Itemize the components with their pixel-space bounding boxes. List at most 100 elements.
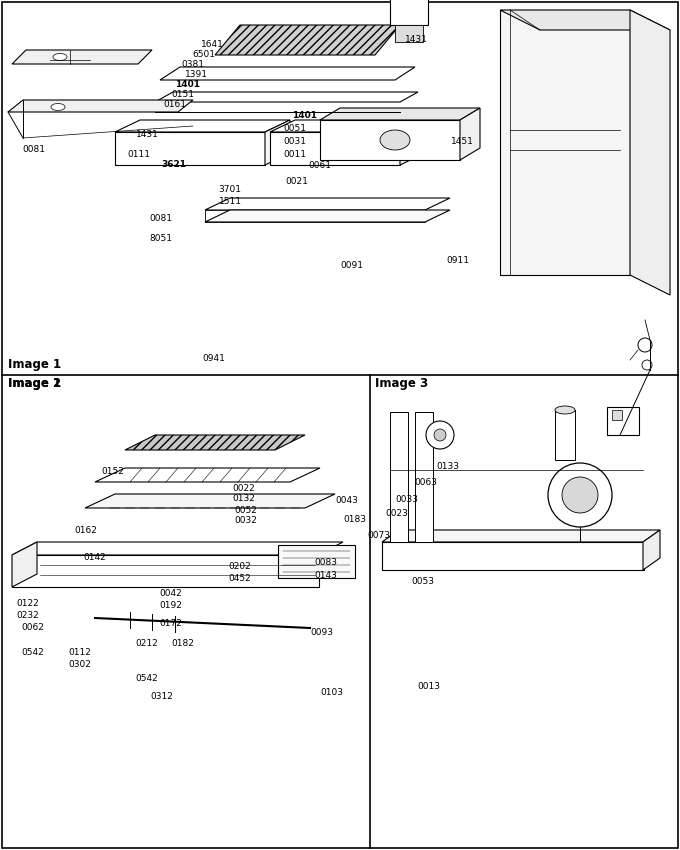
Text: 0032: 0032	[235, 516, 258, 525]
Text: 0062: 0062	[21, 622, 44, 632]
Polygon shape	[8, 100, 193, 112]
Text: Image 1: Image 1	[8, 377, 61, 390]
Text: Image 1: Image 1	[8, 358, 61, 371]
Polygon shape	[270, 120, 425, 132]
Text: 1391: 1391	[185, 71, 208, 79]
Polygon shape	[278, 545, 355, 578]
Bar	[390, 412, 408, 542]
Circle shape	[638, 338, 652, 352]
Text: 0172: 0172	[159, 619, 182, 627]
Text: 0302: 0302	[69, 660, 92, 669]
Text: 0023: 0023	[386, 509, 409, 518]
Polygon shape	[500, 10, 630, 275]
Text: 0133: 0133	[437, 462, 460, 471]
Text: 0021: 0021	[286, 177, 308, 185]
Text: 0022: 0022	[233, 484, 256, 493]
Bar	[382, 542, 644, 570]
Text: 0122: 0122	[16, 598, 39, 608]
Circle shape	[426, 421, 454, 449]
Text: 1401: 1401	[175, 80, 200, 89]
Bar	[115, 132, 265, 165]
Text: 0381: 0381	[181, 60, 204, 69]
Text: 1451: 1451	[452, 137, 474, 146]
Ellipse shape	[53, 54, 67, 60]
Polygon shape	[125, 435, 305, 450]
Text: 1401: 1401	[292, 111, 318, 120]
Ellipse shape	[380, 130, 410, 150]
Polygon shape	[320, 108, 480, 120]
Text: 0081: 0081	[22, 144, 45, 154]
Polygon shape	[155, 92, 418, 102]
Bar	[607, 407, 639, 435]
Polygon shape	[115, 120, 290, 132]
Circle shape	[562, 477, 598, 513]
Text: 0182: 0182	[171, 639, 194, 649]
Bar	[270, 132, 400, 165]
Polygon shape	[643, 530, 660, 570]
Polygon shape	[382, 530, 660, 542]
Text: Image 2: Image 2	[8, 377, 61, 390]
Text: 0152: 0152	[101, 468, 124, 476]
Text: 0052: 0052	[235, 506, 258, 515]
Polygon shape	[215, 25, 400, 55]
Text: 0111: 0111	[127, 150, 150, 159]
Text: 0452: 0452	[228, 574, 252, 583]
Text: 0142: 0142	[84, 552, 106, 562]
Ellipse shape	[51, 104, 65, 111]
Text: 0051: 0051	[284, 124, 306, 133]
Text: 0073: 0073	[368, 531, 391, 540]
Polygon shape	[85, 494, 335, 508]
Text: 0053: 0053	[411, 577, 435, 586]
Polygon shape	[95, 468, 320, 482]
Text: 1431: 1431	[136, 130, 159, 139]
Circle shape	[434, 429, 446, 441]
Polygon shape	[460, 108, 480, 160]
Text: 0112: 0112	[69, 649, 92, 657]
Text: 0232: 0232	[16, 610, 39, 620]
Text: 0042: 0042	[159, 589, 182, 598]
Polygon shape	[160, 67, 415, 80]
Text: 3621: 3621	[161, 160, 186, 169]
Text: 0192: 0192	[159, 601, 182, 609]
Bar	[395, 25, 423, 42]
Circle shape	[548, 463, 612, 527]
Text: 0081: 0081	[149, 214, 172, 224]
Text: 0091: 0091	[340, 261, 363, 270]
Text: 0063: 0063	[415, 479, 437, 487]
Text: 0083: 0083	[314, 558, 337, 567]
Text: 0132: 0132	[233, 494, 256, 503]
Text: 0911: 0911	[446, 257, 469, 265]
Text: 1431: 1431	[405, 36, 428, 44]
Text: 0093: 0093	[310, 627, 333, 637]
Text: 0033: 0033	[396, 496, 419, 504]
Polygon shape	[630, 10, 670, 295]
Text: Image 3: Image 3	[375, 377, 428, 390]
Text: 6501: 6501	[193, 50, 216, 60]
Text: 0202: 0202	[228, 562, 252, 571]
Bar	[12, 555, 319, 587]
Polygon shape	[12, 542, 37, 587]
Text: 0013: 0013	[418, 683, 441, 691]
Text: 0162: 0162	[75, 526, 97, 535]
Text: 0941: 0941	[203, 354, 226, 363]
Polygon shape	[12, 50, 152, 64]
Polygon shape	[205, 210, 450, 222]
Text: 0542: 0542	[135, 674, 158, 683]
Polygon shape	[500, 10, 670, 30]
Text: 0161: 0161	[163, 100, 186, 109]
Bar	[390, 0, 428, 25]
Polygon shape	[205, 198, 450, 210]
Bar	[320, 120, 460, 160]
Text: 0011: 0011	[284, 150, 306, 159]
Circle shape	[642, 360, 652, 370]
Text: 0183: 0183	[343, 515, 366, 524]
Polygon shape	[12, 542, 343, 555]
Text: 0031: 0031	[284, 137, 306, 146]
Text: 0212: 0212	[135, 639, 158, 649]
Bar	[555, 410, 575, 460]
Bar	[612, 410, 622, 420]
Text: 0151: 0151	[171, 90, 194, 99]
Text: 0103: 0103	[320, 688, 343, 697]
Text: 0312: 0312	[150, 692, 173, 701]
Polygon shape	[265, 120, 290, 165]
